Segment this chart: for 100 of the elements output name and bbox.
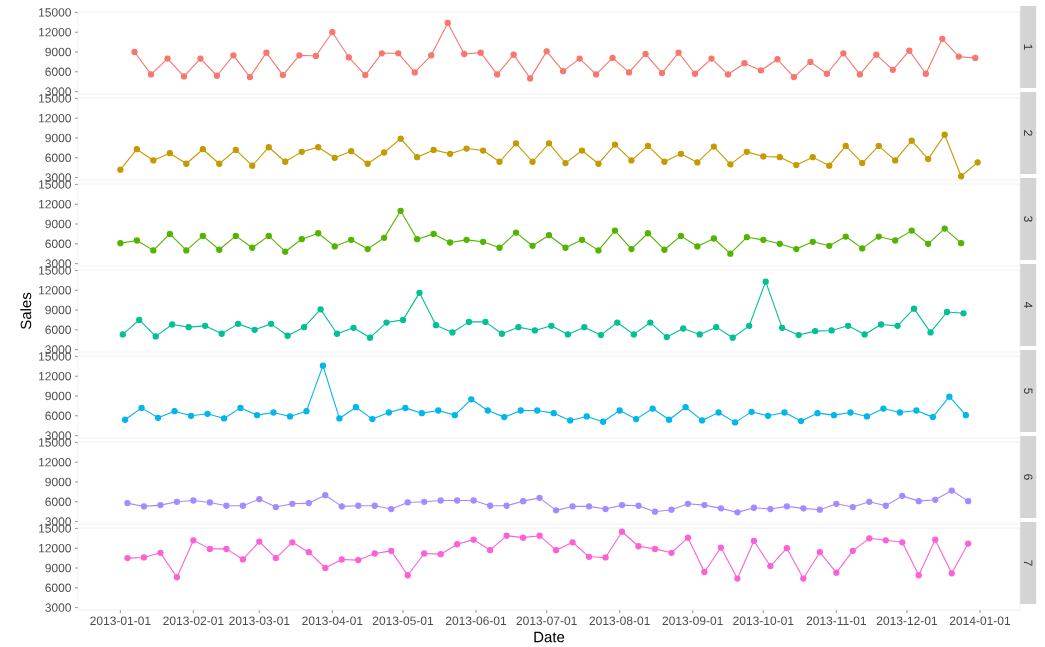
point: [190, 537, 197, 544]
point: [559, 67, 567, 75]
point: [701, 568, 708, 576]
point: [239, 556, 246, 563]
point: [512, 229, 520, 236]
point: [303, 408, 310, 415]
point: [833, 500, 840, 507]
y-tick-label: 3000: [45, 259, 71, 268]
point: [847, 409, 854, 416]
point: [548, 322, 555, 329]
point: [698, 417, 706, 424]
y-tick-label: 12000: [39, 457, 71, 467]
point: [767, 562, 774, 570]
point: [150, 247, 157, 254]
point: [960, 310, 967, 317]
point: [336, 415, 343, 422]
point: [632, 415, 640, 423]
point: [569, 539, 576, 546]
point: [828, 327, 835, 334]
point: [734, 509, 741, 516]
point: [668, 506, 675, 513]
point: [388, 547, 395, 555]
point: [329, 29, 336, 36]
point: [331, 243, 338, 250]
point: [611, 227, 619, 234]
point: [345, 54, 352, 61]
text: 3: [1023, 216, 1033, 222]
point: [583, 413, 590, 420]
point: [628, 245, 635, 253]
point: [371, 502, 378, 509]
point: [948, 570, 955, 577]
point: [338, 503, 345, 510]
point: [515, 324, 522, 331]
text: 6: [1023, 474, 1033, 480]
point: [157, 549, 164, 556]
point: [908, 227, 915, 234]
text: 5: [1024, 388, 1033, 394]
point: [265, 232, 272, 240]
point: [437, 551, 444, 558]
point: [468, 396, 475, 403]
point: [816, 506, 823, 513]
point: [249, 244, 256, 251]
point: [943, 308, 951, 316]
point: [896, 409, 904, 416]
point: [355, 556, 362, 564]
x-tick-label: 2013-07-01: [516, 616, 577, 626]
point: [381, 149, 388, 156]
point: [600, 418, 607, 425]
y-tick-label: 15000: [39, 266, 71, 275]
point: [388, 505, 395, 513]
point: [866, 535, 873, 542]
point: [585, 503, 593, 510]
point: [734, 575, 741, 582]
x-tick-label: 2014-01-01: [949, 616, 1011, 626]
point: [545, 232, 553, 239]
point: [119, 331, 126, 338]
point: [286, 413, 294, 420]
point: [661, 246, 668, 253]
point: [124, 499, 131, 507]
point: [877, 321, 885, 328]
point: [552, 507, 560, 514]
point: [562, 244, 569, 251]
point: [348, 236, 355, 243]
point: [948, 487, 955, 494]
x-tick-label: 2013-12-01: [876, 616, 938, 626]
point: [416, 289, 423, 296]
point: [430, 146, 437, 154]
point: [844, 322, 852, 329]
point: [859, 159, 866, 167]
point: [404, 572, 411, 579]
point: [873, 51, 880, 58]
point: [741, 60, 748, 67]
y-tick-label: 15000: [39, 438, 71, 447]
point: [760, 153, 767, 160]
point: [385, 409, 393, 416]
point: [395, 50, 402, 57]
point: [783, 545, 791, 552]
point: [435, 407, 442, 414]
point: [941, 225, 948, 232]
x-tick-label: 2013-01-01: [90, 616, 151, 626]
point: [338, 556, 345, 563]
point: [597, 331, 604, 339]
point: [300, 324, 308, 331]
point: [519, 534, 527, 541]
point: [185, 324, 192, 331]
point: [609, 54, 616, 62]
point: [378, 50, 385, 57]
point: [635, 543, 642, 550]
point: [430, 230, 437, 238]
point: [206, 499, 214, 506]
point: [154, 414, 162, 421]
point: [446, 150, 454, 157]
point: [880, 405, 887, 412]
point: [545, 140, 553, 147]
point: [446, 239, 454, 246]
x-tick-label: 2013-04-01: [302, 616, 363, 626]
point: [668, 549, 675, 556]
point: [562, 159, 569, 167]
point: [366, 334, 374, 341]
point: [779, 324, 786, 331]
